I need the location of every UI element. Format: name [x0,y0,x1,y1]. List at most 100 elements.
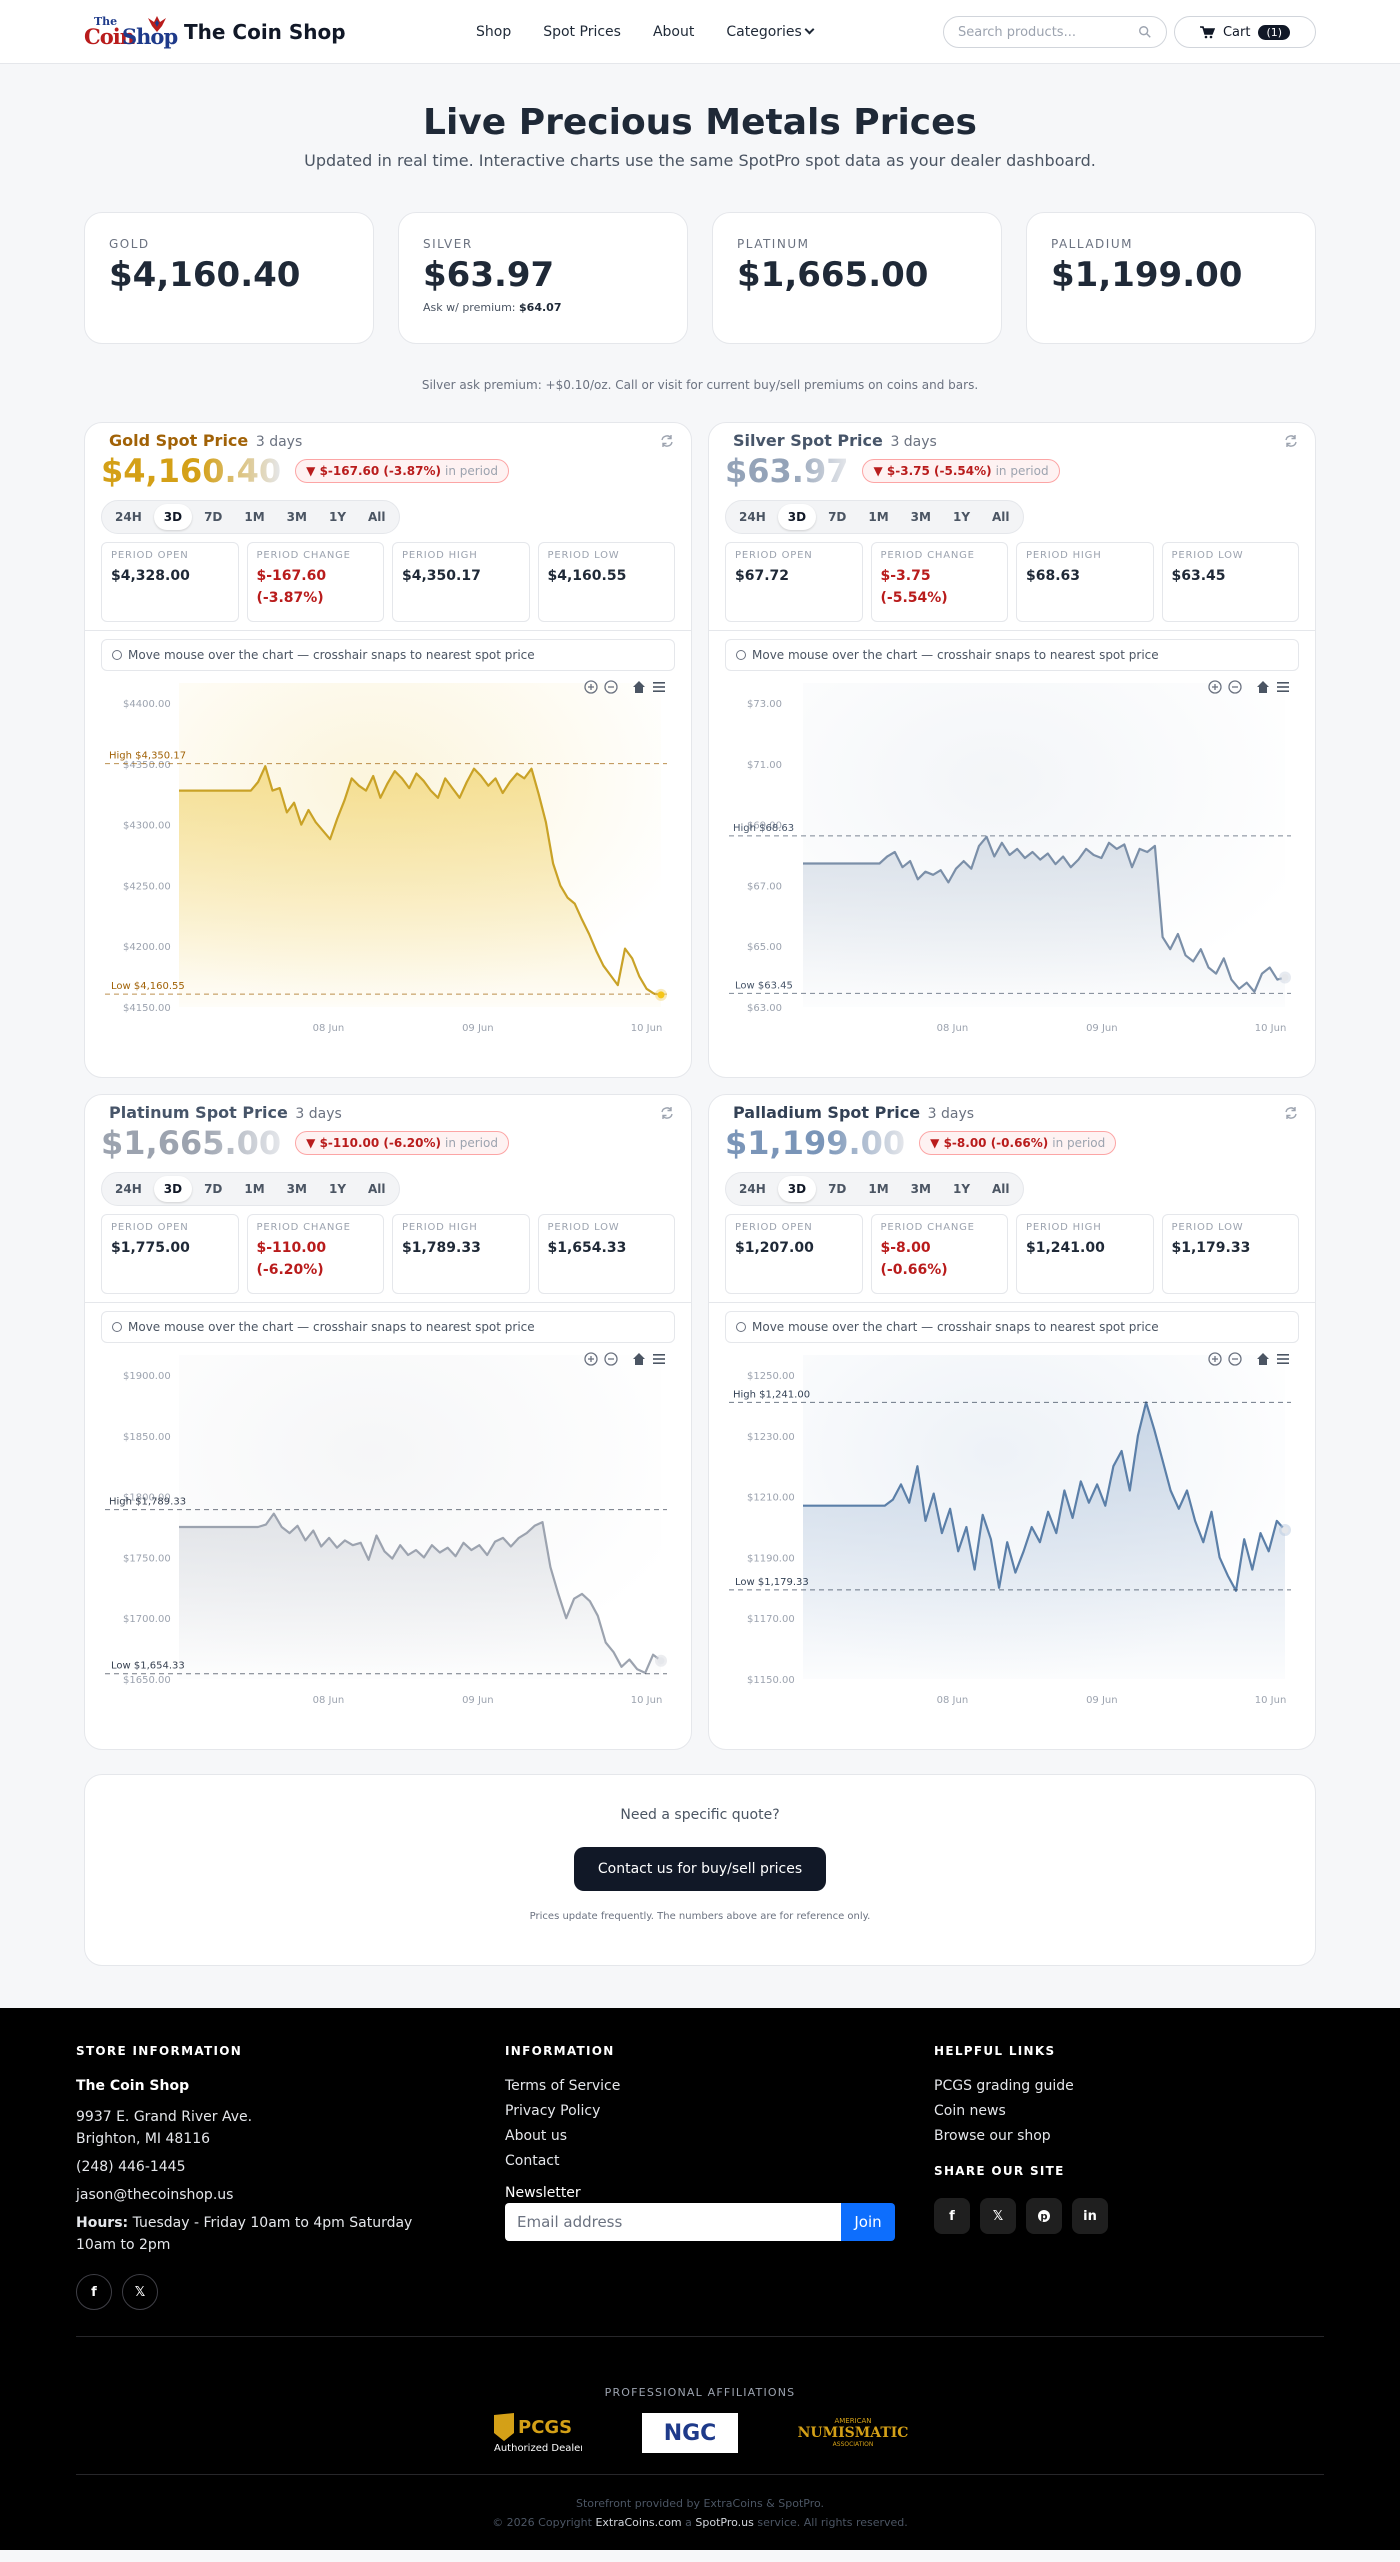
link-pcgs-guide[interactable]: PCGS grading guide [934,2078,1074,2094]
link-contact[interactable]: Contact [505,2153,560,2169]
refresh-icon[interactable] [1283,433,1299,449]
range-button-3m[interactable]: 3M [910,1182,931,1196]
extracoins-link[interactable]: ExtraCoins.com [595,2516,682,2529]
range-button-1y[interactable]: 1Y [952,510,971,524]
hint-text: Move mouse over the chart — crosshair sn… [128,648,535,662]
home-icon[interactable] [1255,679,1271,695]
link-terms[interactable]: Terms of Service [505,2078,621,2094]
range-button-7d[interactable]: 7D [204,1182,223,1196]
range-button-3m[interactable]: 3M [910,510,931,524]
price-chart[interactable]: $4400.00 $4350.00 $4300.00 $4250.00 $4200.00… [85,671,691,1071]
zoom-in-icon[interactable] [583,1351,599,1367]
stat-label: PERIOD HIGH [1026,550,1102,561]
x-twitter-icon[interactable]: 𝕏 [122,2274,158,2310]
zoom-out-icon[interactable] [603,679,619,695]
stat-label: PERIOD OPEN [735,1222,813,1233]
range-button-1m[interactable]: 1M [244,510,265,524]
range-button-all[interactable]: All [368,1182,386,1196]
logo-mark[interactable]: The Coin Shop [84,14,178,50]
pinterest-share-icon[interactable]: p [1026,2198,1062,2234]
price-chart[interactable]: $1900.00 $1850.00 $1800.00 $1750.00 $1700.00… [85,1343,691,1743]
zoom-in-icon[interactable] [583,679,599,695]
search-input[interactable]: Search products... [943,16,1167,48]
range-button-3d[interactable]: 3D [153,504,193,530]
menu-icon[interactable] [651,679,667,695]
range-button-3m[interactable]: 3M [286,510,307,524]
price-chart[interactable]: $73.00 $71.00 $69.00 $67.00 $65.00 $63.00 High… [709,671,1315,1071]
zoom-out-icon[interactable] [1227,1351,1243,1367]
refresh-icon[interactable] [659,1105,675,1121]
range-button-3d[interactable]: 3D [777,504,817,530]
range-button-24h[interactable]: 24H [739,1182,766,1196]
search-icon[interactable] [1138,25,1152,39]
ana-line-1: AMERICAN [834,2417,871,2425]
range-button-all[interactable]: All [992,510,1010,524]
ngc-logo[interactable]: NGC [642,2413,738,2453]
range-button-24h[interactable]: 24H [739,510,766,524]
range-button-3m[interactable]: 3M [286,1182,307,1196]
range-button-3d[interactable]: 3D [153,1176,193,1202]
facebook-icon[interactable]: f [76,2274,112,2310]
range-button-all[interactable]: All [992,1182,1010,1196]
nav-about[interactable]: About [652,23,695,40]
range-button-24h[interactable]: 24H [115,1182,142,1196]
range-button-1y[interactable]: 1Y [952,1182,971,1196]
brand-name[interactable]: The Coin Shop [184,19,346,44]
stat-value: $68.63 [1026,568,1081,584]
newsletter-email-input[interactable]: Email address [505,2203,841,2241]
pcgs-logo[interactable]: PCGS Authorized Dealer [492,2411,582,2455]
home-icon[interactable] [631,1351,647,1367]
zoom-out-icon[interactable] [603,1351,619,1367]
nav-categories[interactable]: Categories [726,24,815,40]
x-share-icon[interactable]: 𝕏 [980,2198,1016,2234]
chart-area[interactable]: $1900.00 $1850.00 $1800.00 $1750.00 $1700.00… [85,1343,691,1743]
chart-area[interactable]: $1250.00 $1230.00 $1210.00 $1190.00 $1170.00… [709,1343,1315,1743]
link-browse-shop[interactable]: Browse our shop [934,2128,1051,2144]
zoom-out-icon[interactable] [1227,679,1243,695]
range-button-7d[interactable]: 7D [828,510,847,524]
range-button-1m[interactable]: 1M [868,510,889,524]
link-privacy[interactable]: Privacy Policy [505,2103,601,2119]
menu-icon[interactable] [1275,679,1291,695]
range-button-1y[interactable]: 1Y [328,510,347,524]
contact-button[interactable]: Contact us for buy/sell prices [573,1847,827,1891]
range-button-1y[interactable]: 1Y [328,1182,347,1196]
store-phone[interactable]: (248) 446-1445 [76,2159,186,2175]
range-button-1m[interactable]: 1M [244,1182,265,1196]
home-icon[interactable] [631,679,647,695]
hint-text: Move mouse over the chart — crosshair sn… [752,648,1159,662]
range-button-1m[interactable]: 1M [868,1182,889,1196]
menu-icon[interactable] [1275,1351,1291,1367]
menu-icon[interactable] [651,1351,667,1367]
join-button[interactable]: Join [841,2203,895,2241]
range-button-24h[interactable]: 24H [115,510,142,524]
refresh-icon[interactable] [659,433,675,449]
store-email[interactable]: jason@thecoinshop.us [76,2187,234,2203]
chart-area[interactable]: $4400.00 $4350.00 $4300.00 $4250.00 $4200.00… [85,671,691,1071]
nav-spot-prices[interactable]: Spot Prices [543,23,621,40]
range-button-7d[interactable]: 7D [828,1182,847,1196]
facebook-share-icon[interactable]: f [934,2198,970,2234]
range-button-all[interactable]: All [368,510,386,524]
linkedin-share-icon[interactable]: in [1072,2198,1108,2234]
link-about[interactable]: About us [505,2128,568,2144]
cart-label: Cart [1222,24,1251,40]
home-icon[interactable] [1255,1351,1271,1367]
zoom-in-icon[interactable] [1207,679,1223,695]
x-tick-label: 09 Jun [1086,1023,1118,1034]
change-value: ▼ $-167.60 (-3.87%) [306,464,441,478]
change-amount: $-8.00 [880,1240,931,1256]
logo[interactable]: The Coin Shop The Coin Shop [84,14,346,50]
price-chart[interactable]: $1250.00 $1230.00 $1210.00 $1190.00 $1170.00… [709,1343,1315,1743]
cart-button[interactable]: Cart (1) [1174,16,1316,48]
range-button-7d[interactable]: 7D [204,510,223,524]
spotpro-link[interactable]: SpotPro.us [695,2516,754,2529]
refresh-icon[interactable] [1283,1105,1299,1121]
affiliations-heading: PROFESSIONAL AFFILIATIONS [604,2386,796,2399]
link-coin-news[interactable]: Coin news [934,2103,1006,2119]
ana-logo[interactable]: AMERICAN NUMISMATIC ASSOCIATION [798,2413,908,2453]
nav-shop[interactable]: Shop [476,23,512,40]
range-button-3d[interactable]: 3D [777,1176,817,1202]
chart-area[interactable]: $73.00 $71.00 $69.00 $67.00 $65.00 $63.00 High… [709,671,1315,1071]
zoom-in-icon[interactable] [1207,1351,1223,1367]
